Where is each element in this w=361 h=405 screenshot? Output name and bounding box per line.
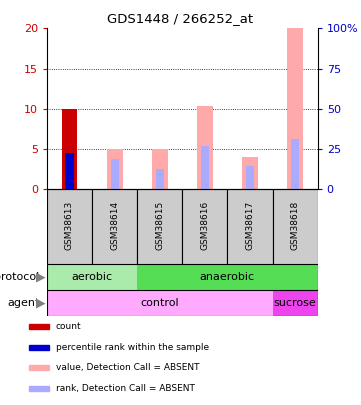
Bar: [92, 190, 137, 264]
Bar: [29, 386, 49, 390]
Bar: [29, 345, 49, 350]
Text: GSM38618: GSM38618: [291, 200, 300, 250]
Text: GDS1448 / 266252_at: GDS1448 / 266252_at: [108, 12, 253, 25]
Text: count: count: [56, 322, 82, 331]
Bar: [246, 166, 254, 190]
Text: control: control: [140, 298, 179, 308]
Text: protocol: protocol: [0, 272, 40, 282]
Bar: [47, 264, 137, 290]
Bar: [29, 324, 49, 329]
Text: GSM38613: GSM38613: [65, 200, 74, 250]
Text: aerobic: aerobic: [71, 272, 113, 282]
Text: GSM38614: GSM38614: [110, 201, 119, 250]
Text: rank, Detection Call = ABSENT: rank, Detection Call = ABSENT: [56, 384, 195, 392]
Text: GSM38616: GSM38616: [200, 200, 209, 250]
Text: sucrose: sucrose: [274, 298, 317, 308]
Text: ▶: ▶: [35, 271, 45, 284]
Bar: [137, 264, 318, 290]
Bar: [65, 153, 74, 190]
Text: percentile rank within the sample: percentile rank within the sample: [56, 343, 209, 352]
Bar: [107, 149, 122, 190]
Text: GSM38615: GSM38615: [155, 200, 164, 250]
Bar: [110, 159, 119, 190]
Bar: [156, 169, 164, 190]
Bar: [62, 109, 77, 190]
Bar: [47, 190, 92, 264]
Text: GSM38617: GSM38617: [245, 200, 255, 250]
Bar: [227, 190, 273, 264]
Text: ▶: ▶: [35, 296, 45, 309]
Bar: [291, 139, 299, 190]
Bar: [201, 146, 209, 190]
Bar: [287, 28, 303, 190]
Bar: [152, 149, 168, 190]
Bar: [182, 190, 227, 264]
Bar: [47, 290, 273, 316]
Text: agent: agent: [7, 298, 40, 308]
Bar: [197, 107, 213, 190]
Bar: [273, 190, 318, 264]
Bar: [29, 365, 49, 370]
Bar: [242, 157, 258, 190]
Text: anaerobic: anaerobic: [200, 272, 255, 282]
Bar: [273, 290, 318, 316]
Bar: [137, 190, 182, 264]
Text: value, Detection Call = ABSENT: value, Detection Call = ABSENT: [56, 363, 200, 372]
